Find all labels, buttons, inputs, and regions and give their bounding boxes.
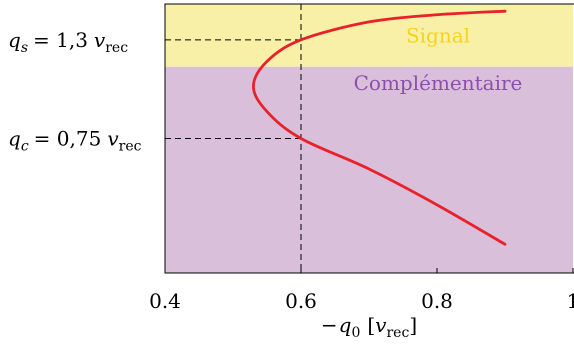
- qc-subscript: c: [21, 139, 29, 155]
- x-tick-label-3: 1: [567, 289, 574, 313]
- qc-reference-label: qc = 0,75 vrec: [8, 127, 142, 155]
- qc-value: = 0,75: [34, 127, 102, 151]
- x-tick-label-1: 0.6: [285, 289, 317, 313]
- qs-subscript: s: [21, 40, 28, 56]
- signal-region-label: Signal: [406, 23, 470, 47]
- qs-reference-label: qs = 1,3 vrec: [8, 28, 128, 56]
- x-tick-label-0: 0.4: [149, 289, 181, 313]
- qs-value: = 1,3: [33, 28, 88, 52]
- plot-frame: [164, 3, 574, 274]
- x-axis-unit-subscript: rec: [386, 325, 409, 341]
- x-axis-subscript: 0: [351, 325, 360, 341]
- x-axis-unit-open: [: [367, 313, 375, 337]
- x-axis-ticks: 0.4 0.6 0.8 1: [149, 268, 574, 313]
- x-axis-unit-symbol: v: [375, 313, 387, 337]
- qs-unit-symbol: v: [94, 28, 106, 52]
- qc-unit-symbol: v: [107, 127, 119, 151]
- qc-unit-subscript: rec: [119, 139, 142, 155]
- x-tick-label-2: 0.8: [421, 289, 453, 313]
- x-axis-label: −q0 [vrec]: [321, 313, 417, 341]
- x-axis-unit-close: ]: [409, 313, 417, 337]
- qs-symbol: q: [8, 28, 21, 52]
- signal-region: [165, 4, 573, 67]
- x-axis-sign: −: [321, 313, 338, 337]
- complementary-region-label: Complémentaire: [354, 71, 523, 95]
- qs-unit-subscript: rec: [105, 40, 128, 56]
- x-axis-symbol: q: [339, 313, 352, 337]
- data-curve: [251, 9, 507, 246]
- qc-symbol: q: [8, 127, 21, 151]
